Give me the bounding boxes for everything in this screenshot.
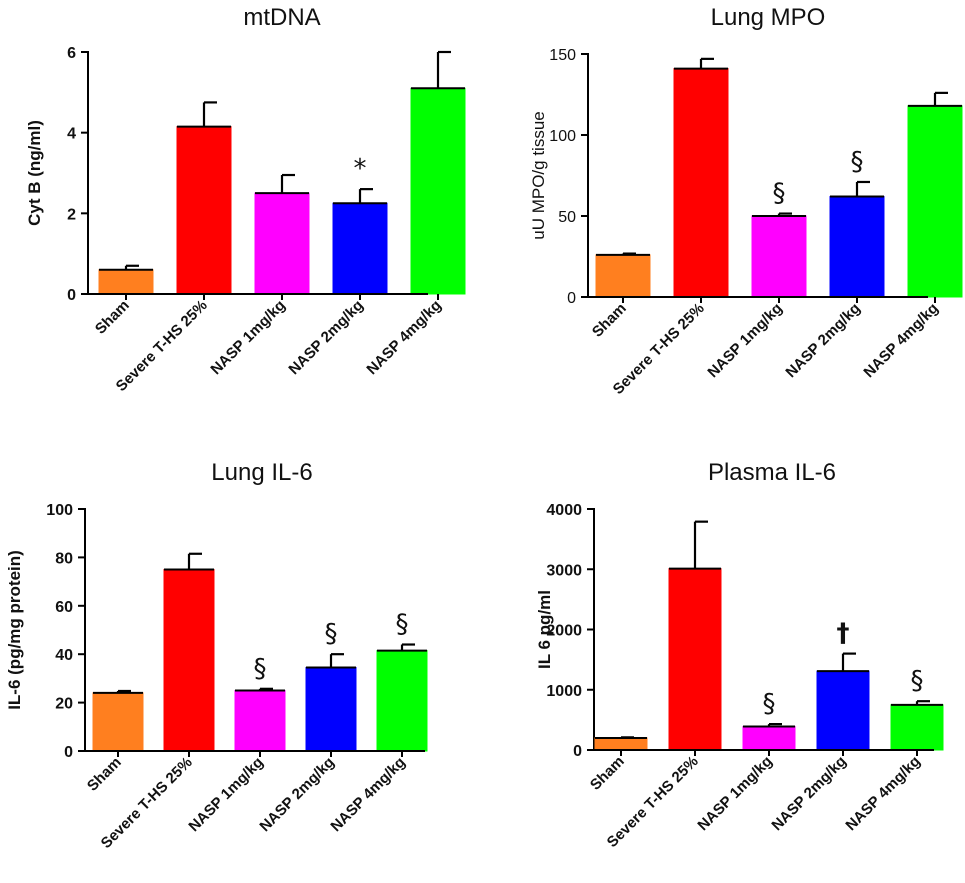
bar-severe-t-hs-25 xyxy=(673,68,729,298)
x-tick-label: NASP 4mg/kg xyxy=(860,300,941,381)
significance-marker: § xyxy=(254,654,267,684)
x-tick-label: NASP 1mg/kg xyxy=(704,300,785,381)
significance-marker: § xyxy=(911,666,924,696)
bar-nasp-1mg-kg xyxy=(751,215,807,298)
bar-nasp-1mg-kg xyxy=(234,690,286,752)
y-tick-label: 6 xyxy=(67,45,76,62)
chart-title: Plasma IL-6 xyxy=(708,459,836,486)
y-tick-label: 4 xyxy=(67,126,76,143)
y-tick-label: 2000 xyxy=(546,623,582,640)
bar-nasp-4mg-kg xyxy=(376,650,428,752)
y-tick-label: 3000 xyxy=(546,562,582,579)
bar-sham xyxy=(92,692,144,752)
x-tick-label: NASP 2mg/kg xyxy=(285,297,366,378)
significance-marker: § xyxy=(396,610,409,640)
significance-marker: § xyxy=(851,147,864,177)
y-tick-label: 0 xyxy=(573,743,582,760)
x-tick-label: NASP 2mg/kg xyxy=(256,754,337,835)
bar-severe-t-hs-25 xyxy=(163,569,215,752)
x-tick-label: NASP 4mg/kg xyxy=(327,754,408,835)
bar-nasp-2mg-kg xyxy=(816,670,870,751)
bar-nasp-4mg-kg xyxy=(907,105,963,298)
y-tick-label: 100 xyxy=(46,502,73,519)
x-tick-label: Sham xyxy=(84,754,125,795)
x-tick-label: NASP 1mg/kg xyxy=(694,753,775,834)
x-tick-label: Sham xyxy=(587,753,628,794)
x-tick-label: Sham xyxy=(92,297,133,338)
x-tick-label: NASP 1mg/kg xyxy=(185,754,266,835)
y-tick-label: 2 xyxy=(67,206,76,223)
bar-sham xyxy=(98,269,154,295)
y-tick-label: 40 xyxy=(55,647,73,664)
bar-severe-t-hs-25 xyxy=(668,568,722,751)
significance-marker: § xyxy=(325,619,338,649)
chart-title: mtDNA xyxy=(243,4,320,31)
y-tick-label: 100 xyxy=(549,128,576,145)
y-tick-label: 4000 xyxy=(546,502,582,519)
significance-marker: † xyxy=(837,619,850,649)
y-tick-label: 50 xyxy=(558,209,576,226)
x-tick-label: NASP 2mg/kg xyxy=(782,300,863,381)
significance-marker: * xyxy=(354,154,367,184)
x-tick-label: NASP 1mg/kg xyxy=(207,297,288,378)
y-tick-label: 0 xyxy=(64,744,73,761)
y-axis-label: IL 6 pg/ml xyxy=(535,590,554,669)
chart-title: Lung IL-6 xyxy=(211,459,312,486)
y-tick-label: 150 xyxy=(549,47,576,64)
bar-nasp-2mg-kg xyxy=(305,667,357,752)
x-tick-label: Sham xyxy=(589,300,630,341)
x-tick-label: NASP 4mg/kg xyxy=(842,753,923,834)
y-tick-label: 0 xyxy=(567,290,576,307)
bar-sham xyxy=(594,737,648,751)
plasma-il6-chart: Plasma IL-6 IL 6 pg/ml 0 1000 2000 3000 4000 Sh… xyxy=(535,459,944,851)
y-tick-label: 0 xyxy=(67,287,76,304)
bar-nasp-2mg-kg xyxy=(829,196,885,298)
y-tick-label: 20 xyxy=(55,696,73,713)
y-tick-label: 80 xyxy=(55,550,73,567)
significance-marker: § xyxy=(773,179,786,209)
bar-nasp-4mg-kg xyxy=(410,87,466,295)
y-axis-label: IL-6 (pg/mg protein) xyxy=(5,550,24,710)
bar-nasp-4mg-kg xyxy=(890,704,944,751)
bar-sham xyxy=(595,254,651,298)
lung-il6-chart: Lung IL-6 IL-6 (pg/mg protein) 0 20 40 60 80 10… xyxy=(5,459,428,852)
y-tick-label: 1000 xyxy=(546,683,582,700)
bar-nasp-2mg-kg xyxy=(332,202,388,295)
bar-nasp-1mg-kg xyxy=(742,726,796,751)
y-tick-label: 60 xyxy=(55,599,73,616)
y-axis-label: uU MPO/g tissue xyxy=(529,111,548,240)
y-axis-label: Cyt B (ng/ml) xyxy=(25,120,44,226)
bar-severe-t-hs-25 xyxy=(176,126,232,295)
chart-title: Lung MPO xyxy=(711,4,826,31)
x-tick-label: NASP 2mg/kg xyxy=(768,753,849,834)
x-tick-label: NASP 4mg/kg xyxy=(363,297,444,378)
bar-nasp-1mg-kg xyxy=(254,192,310,295)
significance-marker: § xyxy=(763,689,776,719)
